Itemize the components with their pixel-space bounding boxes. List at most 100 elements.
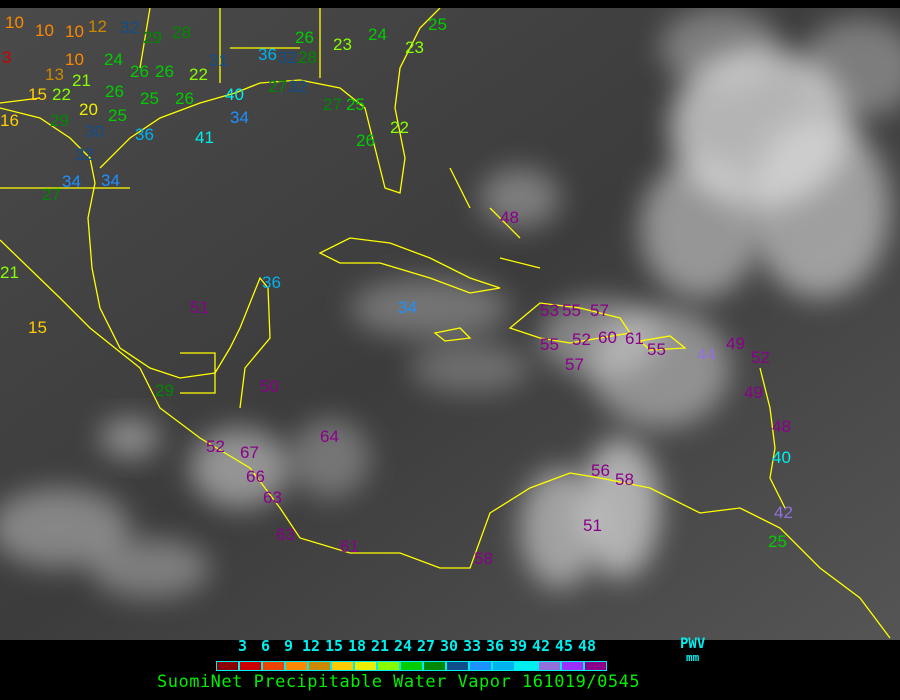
legend-unit: mm xyxy=(686,651,700,664)
legend-swatch xyxy=(262,661,285,671)
station-pwv-value: 36 xyxy=(262,273,281,292)
legend-swatch xyxy=(423,661,446,671)
cloud xyxy=(520,468,600,588)
legend-tick: 39 xyxy=(509,637,528,655)
station-pwv-value: 58 xyxy=(474,549,493,568)
map-title: SuomiNet Precipitable Water Vapor 161019… xyxy=(157,672,641,692)
legend-swatch xyxy=(354,661,377,671)
cloud xyxy=(90,538,210,598)
cloud xyxy=(410,343,530,393)
station-pwv-value: 26 xyxy=(356,131,375,150)
station-pwv-value: 40 xyxy=(225,85,244,104)
station-pwv-value: 57 xyxy=(590,301,609,320)
station-pwv-value: 28 xyxy=(172,23,191,42)
station-pwv-value: 52 xyxy=(572,330,591,349)
station-pwv-value: 15 xyxy=(28,85,47,104)
station-pwv-value: 61 xyxy=(340,537,359,556)
legend-tick: 48 xyxy=(578,637,597,655)
station-pwv-value: 29 xyxy=(143,28,162,47)
station-pwv-value: 48 xyxy=(772,417,791,436)
station-pwv-value: 24 xyxy=(368,25,387,44)
station-pwv-value: 29 xyxy=(50,111,69,130)
coastline xyxy=(0,8,321,189)
station-pwv-value: 32 xyxy=(288,77,307,96)
legend-units: PWV mm xyxy=(680,637,705,665)
station-pwv-value: 24 xyxy=(104,50,123,69)
station-pwv-value: 26 xyxy=(295,28,314,47)
station-pwv-value: 10 xyxy=(35,21,54,40)
station-pwv-value: 40 xyxy=(772,448,791,467)
cloud xyxy=(800,18,900,118)
station-pwv-value: 61 xyxy=(625,329,644,348)
coastline xyxy=(508,302,632,344)
station-pwv-value: 21 xyxy=(72,71,91,90)
station-pwv-value: 34 xyxy=(62,172,81,191)
legend-swatch xyxy=(285,661,308,671)
station-pwv-value: 41 xyxy=(195,128,214,147)
station-pwv-value: 13 xyxy=(45,65,64,84)
station-pwv-value: 27 xyxy=(268,77,287,96)
station-pwv-value: 3 xyxy=(2,48,11,67)
legend-swatch xyxy=(584,661,607,671)
cloud xyxy=(350,278,510,338)
station-pwv-value: 42 xyxy=(774,503,793,522)
station-pwv-value: 60 xyxy=(598,328,617,347)
station-pwv-value: 22 xyxy=(189,65,208,84)
legend-tick: 9 xyxy=(284,637,294,655)
cloud xyxy=(480,168,560,228)
station-pwv-value: 27 xyxy=(42,185,61,204)
station-pwv-value: 23 xyxy=(333,35,352,54)
legend-tick: 30 xyxy=(440,637,459,655)
legend-tick: 18 xyxy=(348,637,367,655)
legend-swatch xyxy=(377,661,400,671)
coastline xyxy=(180,352,216,394)
station-pwv-value: 22 xyxy=(52,85,71,104)
station-pwv-value: 21 xyxy=(0,263,19,282)
station-pwv-value: 26 xyxy=(130,62,149,81)
station-pwv-value: 25 xyxy=(428,15,447,34)
station-pwv-value: 28 xyxy=(298,48,317,67)
coastline xyxy=(0,107,271,409)
legend-swatch xyxy=(216,661,239,671)
station-pwv-value: 49 xyxy=(726,334,745,353)
station-pwv-value: 15 xyxy=(28,318,47,337)
station-pwv-value: 36 xyxy=(135,125,154,144)
cloud xyxy=(100,418,160,458)
coastline xyxy=(449,167,541,269)
coastlines xyxy=(0,8,891,639)
coastline xyxy=(0,239,891,639)
station-pwv-value: 48 xyxy=(500,208,519,227)
station-pwv-value: 52 xyxy=(751,348,770,367)
station-pwv-value: 25 xyxy=(140,89,159,108)
legend-tick: 42 xyxy=(532,637,551,655)
coastline xyxy=(433,327,472,342)
legend-tick: 27 xyxy=(417,637,436,655)
station-pwv-value: 26 xyxy=(155,62,174,81)
station-pwv-value: 26 xyxy=(105,82,124,101)
station-pwv-value: 51 xyxy=(583,516,602,535)
station-pwv-value: 63 xyxy=(276,525,295,544)
legend-tick: 36 xyxy=(486,637,505,655)
cloud xyxy=(750,118,890,298)
station-pwv-value: 52 xyxy=(206,437,225,456)
legend-swatch xyxy=(492,661,515,671)
station-pwv-value: 25 xyxy=(108,106,127,125)
station-pwv-value: 25 xyxy=(768,532,787,551)
legend-quantity: PWV xyxy=(680,636,706,652)
legend-tick: 6 xyxy=(261,637,271,655)
station-pwv-value: 31 xyxy=(209,51,228,70)
legend-tick: 15 xyxy=(325,637,344,655)
station-pwv-value: 34 xyxy=(230,108,249,127)
cloud xyxy=(640,158,760,298)
legend-tick: 24 xyxy=(394,637,413,655)
color-legend: 3 6 9 12 15 18 21 24 27 30 33 36 39 42 45 48 PWV mm Suo… xyxy=(0,637,900,700)
station-pwv-value: 25 xyxy=(346,95,365,114)
station-pwv-value: 34 xyxy=(101,171,120,190)
station-pwv-value: 55 xyxy=(562,301,581,320)
legend-swatch xyxy=(469,661,492,671)
cloud-cover xyxy=(0,8,900,598)
legend-tick: 33 xyxy=(463,637,482,655)
